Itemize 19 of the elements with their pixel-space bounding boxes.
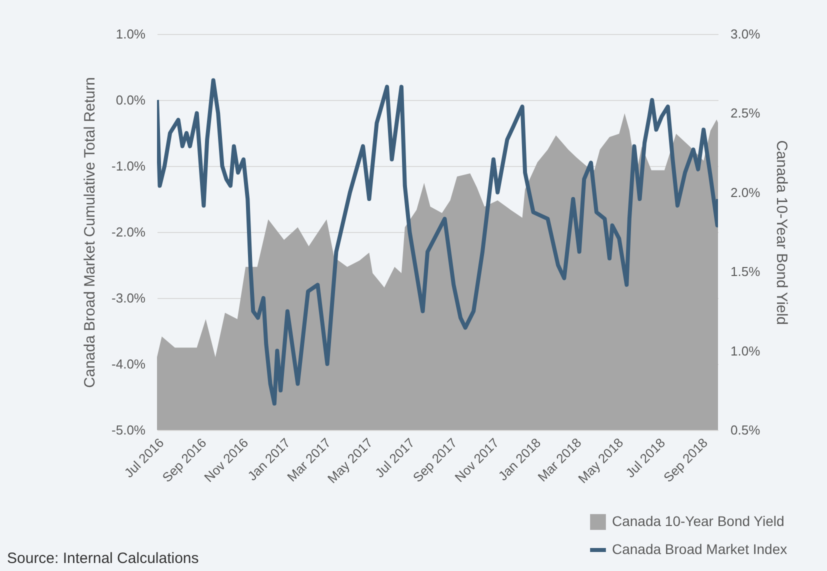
- y2-tick-label: 2.5%: [730, 106, 761, 121]
- legend-label: Canada Broad Market Index: [612, 541, 788, 557]
- y2-axis-title: Canada 10-Year Bond Yield: [773, 140, 790, 325]
- y-tick-label: -2.0%: [112, 224, 146, 240]
- y-tick-label: -5.0%: [112, 422, 146, 438]
- y-tick-label: 0.0%: [116, 92, 146, 108]
- y-tick-label: -4.0%: [112, 356, 146, 372]
- y2-tick-label: 1.5%: [730, 264, 761, 280]
- y-tick-label: 1.0%: [116, 26, 146, 42]
- legend-label: Canada 10-Year Bond Yield: [612, 513, 784, 529]
- source-note: Source: Internal Calculations: [7, 550, 199, 567]
- y2-tick-label: 2.0%: [730, 184, 761, 200]
- y2-tick-label: 3.0%: [730, 26, 761, 42]
- y2-tick-label: 1.0%: [730, 343, 761, 358]
- y2-tick-label: 0.5%: [730, 422, 761, 438]
- line-series: [157, 78, 718, 406]
- y-axis-title: Canada Broad Market Cumulative Total Return: [82, 77, 99, 388]
- y-tick-label: -3.0%: [112, 290, 146, 306]
- y-tick-label: -1.0%: [112, 158, 146, 174]
